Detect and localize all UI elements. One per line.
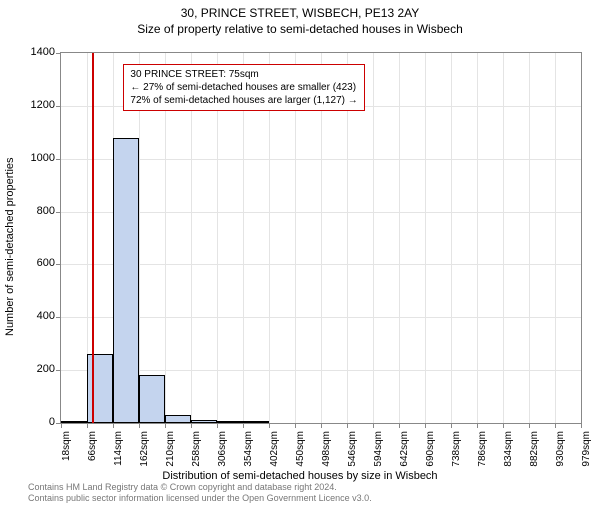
- annotation-box: 30 PRINCE STREET: 75sqm ← 27% of semi-de…: [123, 64, 364, 111]
- xtick-mark: [113, 423, 114, 428]
- title-sub: Size of property relative to semi-detach…: [0, 22, 600, 36]
- y-axis-title: Number of semi-detached properties: [4, 157, 16, 336]
- histogram-bar: [61, 421, 87, 423]
- ytick-mark: [56, 53, 61, 54]
- histogram-bar: [139, 375, 165, 423]
- ytick-label: 600: [21, 257, 55, 269]
- xtick-mark: [295, 423, 296, 428]
- gridline-v: [529, 53, 530, 423]
- ytick-mark: [56, 370, 61, 371]
- gridline-v: [451, 53, 452, 423]
- histogram-bar: [165, 415, 191, 423]
- xtick-mark: [165, 423, 166, 428]
- gridline-v: [399, 53, 400, 423]
- gridline-v: [373, 53, 374, 423]
- xtick-mark: [139, 423, 140, 428]
- gridline-v: [477, 53, 478, 423]
- ytick-mark: [56, 317, 61, 318]
- xtick-mark: [217, 423, 218, 428]
- xtick-mark: [191, 423, 192, 428]
- gridline-v: [555, 53, 556, 423]
- ytick-label: 1200: [21, 99, 55, 111]
- xtick-mark: [425, 423, 426, 428]
- ytick-mark: [56, 212, 61, 213]
- chart-area: 020040060080010001200140018sqm66sqm114sq…: [60, 52, 582, 424]
- xtick-mark: [477, 423, 478, 428]
- xtick-mark: [321, 423, 322, 428]
- xtick-mark: [243, 423, 244, 428]
- ytick-mark: [56, 106, 61, 107]
- ytick-label: 400: [21, 310, 55, 322]
- title-main: 30, PRINCE STREET, WISBECH, PE13 2AY: [0, 6, 600, 20]
- xtick-mark: [399, 423, 400, 428]
- gridline-v: [425, 53, 426, 423]
- annotation-line2: ← 27% of semi-detached houses are smalle…: [130, 81, 357, 94]
- marker-line: [92, 53, 94, 423]
- footer-line1: Contains HM Land Registry data © Crown c…: [28, 482, 372, 493]
- ytick-label: 0: [21, 416, 55, 428]
- annotation-line1: 30 PRINCE STREET: 75sqm: [130, 68, 357, 81]
- xtick-mark: [451, 423, 452, 428]
- footer: Contains HM Land Registry data © Crown c…: [28, 482, 372, 504]
- xtick-mark: [269, 423, 270, 428]
- xtick-mark: [555, 423, 556, 428]
- gridline-v: [503, 53, 504, 423]
- xtick-mark: [373, 423, 374, 428]
- x-axis-title: Distribution of semi-detached houses by …: [0, 470, 600, 482]
- footer-line2: Contains public sector information licen…: [28, 493, 372, 504]
- histogram-bar: [113, 138, 139, 423]
- ytick-label: 800: [21, 205, 55, 217]
- ytick-label: 1000: [21, 152, 55, 164]
- annotation-line3: 72% of semi-detached houses are larger (…: [130, 94, 357, 107]
- xtick-mark: [503, 423, 504, 428]
- xtick-mark: [529, 423, 530, 428]
- ytick-mark: [56, 264, 61, 265]
- ytick-label: 200: [21, 363, 55, 375]
- ytick-label: 1400: [21, 46, 55, 58]
- xtick-mark: [347, 423, 348, 428]
- histogram-bar: [217, 421, 243, 423]
- histogram-bar: [243, 421, 269, 423]
- histogram-bar: [191, 420, 217, 423]
- xtick-mark: [581, 423, 582, 428]
- ytick-mark: [56, 159, 61, 160]
- xtick-mark: [87, 423, 88, 428]
- xtick-mark: [61, 423, 62, 428]
